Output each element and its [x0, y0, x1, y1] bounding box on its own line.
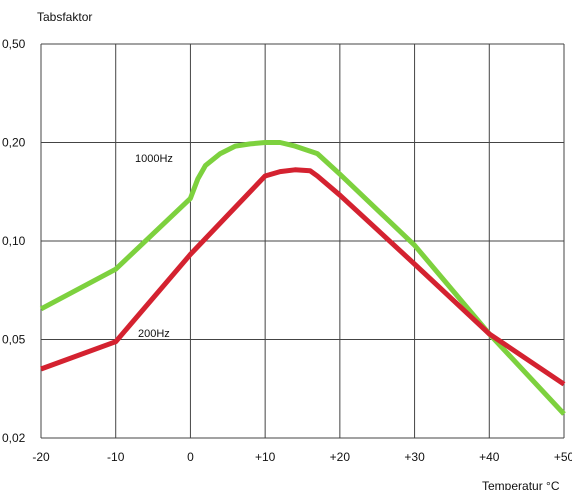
series-label-1000hz: 1000Hz [135, 153, 173, 165]
y-axis-label: Tabsfaktor [37, 10, 92, 24]
x-tick-label: +10 [255, 450, 276, 464]
grid [40, 43, 565, 439]
x-tick-label: +20 [330, 450, 351, 464]
series-line-200hz [40, 167, 566, 387]
x-tick-label: +30 [404, 450, 425, 464]
series-line-1000hz [39, 140, 566, 416]
series-labels: 1000Hz 200Hz [135, 153, 173, 340]
x-axis-label: Temperatur °C [482, 479, 560, 490]
y-tick-label: 0,20 [2, 136, 26, 150]
x-tick-label: 0 [187, 450, 194, 464]
y-tick-label: 0,50 [2, 37, 26, 51]
y-tick-label: 0,05 [2, 333, 26, 347]
x-tick-label: -10 [107, 450, 125, 464]
y-tick-label: 0,10 [2, 234, 26, 248]
x-tick-label: -20 [32, 450, 50, 464]
x-tick-label: +50 [554, 450, 572, 464]
x-tick-label: +40 [479, 450, 500, 464]
series-layer [39, 140, 566, 416]
tick-labels: -20 -10 0 +10 +20 +30 +40 +50 0,02 0,05 0,10 0,20 0,… [2, 37, 572, 464]
y-tick-label: 0,02 [2, 431, 26, 445]
series-label-200hz: 200Hz [138, 328, 170, 340]
